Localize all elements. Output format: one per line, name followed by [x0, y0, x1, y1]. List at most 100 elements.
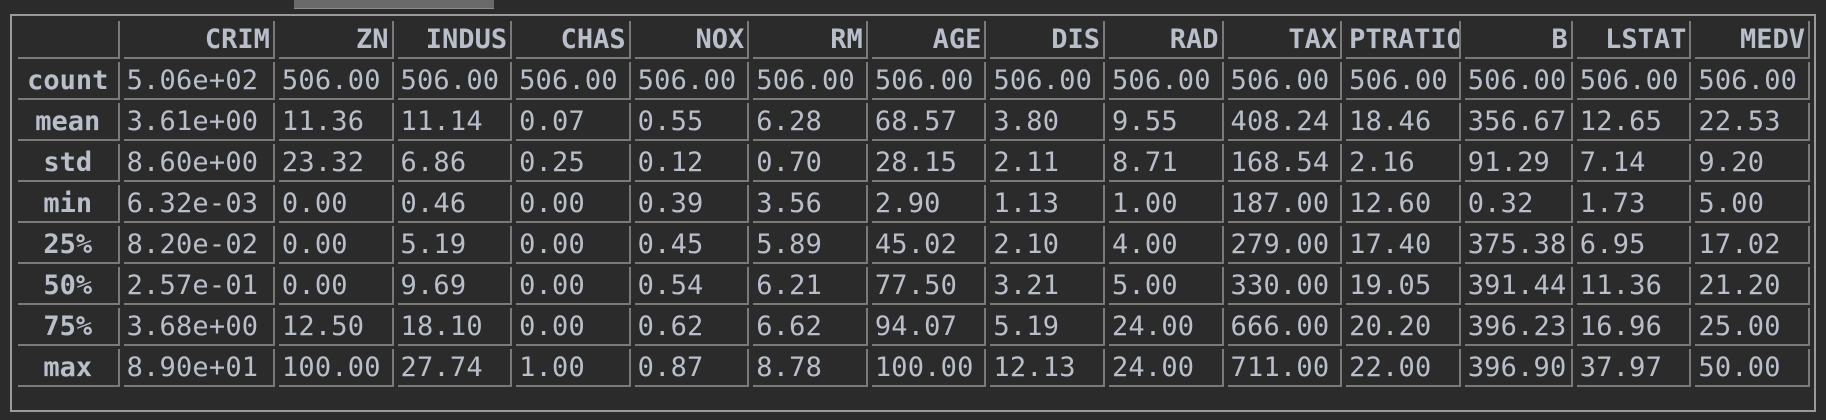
describe-table-frame: CRIM ZN INDUS CHAS NOX RM AGE DIS RAD TAX PTRATIO B… — [10, 14, 1816, 412]
table-cell: 0.00 — [516, 267, 631, 305]
table-cell: 3.61e+00 — [123, 103, 275, 141]
table-cell: 8.60e+00 — [123, 144, 275, 182]
table-row: std 8.60e+00 23.32 6.86 0.25 0.12 0.70 28.15 2.1… — [18, 144, 1810, 182]
table-cell: 0.00 — [516, 226, 631, 264]
table-cell: 24.00 — [1108, 349, 1224, 387]
table-cell: 18.46 — [1346, 103, 1461, 141]
table-cell: 100.00 — [871, 349, 987, 387]
header-row: CRIM ZN INDUS CHAS NOX RM AGE DIS RAD TAX PTRATIO B… — [18, 21, 1810, 59]
table-cell: 21.20 — [1695, 267, 1810, 305]
table-cell: 1.00 — [1108, 185, 1224, 223]
table-cell: 506.00 — [278, 62, 394, 100]
table-cell: 279.00 — [1227, 226, 1343, 264]
table-cell: 3.21 — [990, 267, 1105, 305]
table-cell: 20.20 — [1346, 308, 1461, 346]
table-cell: 24.00 — [1108, 308, 1224, 346]
table-cell: 17.02 — [1695, 226, 1810, 264]
table-cell: 12.60 — [1346, 185, 1461, 223]
table-cell: 506.00 — [753, 62, 868, 100]
row-label: max — [18, 349, 120, 387]
table-cell: 6.28 — [753, 103, 868, 141]
row-label: std — [18, 144, 120, 182]
column-header-zn: ZN — [278, 21, 394, 59]
table-cell: 6.86 — [397, 144, 513, 182]
table-cell: 0.55 — [634, 103, 750, 141]
table-cell: 2.11 — [990, 144, 1105, 182]
table-cell: 3.56 — [753, 185, 868, 223]
table-cell: 375.38 — [1464, 226, 1573, 264]
table-row: count 5.06e+02 506.00 506.00 506.00 506.00 506… — [18, 62, 1810, 100]
toolbar-tab-stub — [294, 0, 494, 9]
table-cell: 16.96 — [1576, 308, 1692, 346]
row-label: 50% — [18, 267, 120, 305]
table-cell: 666.00 — [1227, 308, 1343, 346]
column-header-tax: TAX — [1227, 21, 1343, 59]
table-cell: 19.05 — [1346, 267, 1461, 305]
table-cell: 1.73 — [1576, 185, 1692, 223]
table-cell: 391.44 — [1464, 267, 1573, 305]
table-cell: 506.00 — [1576, 62, 1692, 100]
column-header-indus: INDUS — [397, 21, 513, 59]
table-row: min 6.32e-03 0.00 0.46 0.00 0.39 3.56 2.90 1.13 1… — [18, 185, 1810, 223]
table-cell: 11.14 — [397, 103, 513, 141]
describe-table: CRIM ZN INDUS CHAS NOX RM AGE DIS RAD TAX PTRATIO B… — [14, 18, 1814, 390]
table-cell: 8.20e-02 — [123, 226, 275, 264]
table-cell: 12.65 — [1576, 103, 1692, 141]
table-cell: 0.07 — [516, 103, 631, 141]
table-cell: 8.90e+01 — [123, 349, 275, 387]
column-header-nox: NOX — [634, 21, 750, 59]
table-cell: 506.00 — [1108, 62, 1224, 100]
table-cell: 506.00 — [634, 62, 750, 100]
row-label: count — [18, 62, 120, 100]
table-cell: 4.00 — [1108, 226, 1224, 264]
table-cell: 1.13 — [990, 185, 1105, 223]
table-cell: 0.25 — [516, 144, 631, 182]
table-cell: 0.00 — [278, 226, 394, 264]
table-cell: 506.00 — [516, 62, 631, 100]
table-cell: 6.95 — [1576, 226, 1692, 264]
row-label: 75% — [18, 308, 120, 346]
table-cell: 12.13 — [990, 349, 1105, 387]
table-cell: 8.71 — [1108, 144, 1224, 182]
table-row: 75% 3.68e+00 12.50 18.10 0.00 0.62 6.62 94.07 5.… — [18, 308, 1810, 346]
table-cell: 408.24 — [1227, 103, 1343, 141]
table-cell: 506.00 — [1464, 62, 1573, 100]
table-cell: 77.50 — [871, 267, 987, 305]
row-label: mean — [18, 103, 120, 141]
table-cell: 6.32e-03 — [123, 185, 275, 223]
table-cell: 0.70 — [753, 144, 868, 182]
table-cell: 5.19 — [397, 226, 513, 264]
table-cell: 506.00 — [1227, 62, 1343, 100]
table-row: max 8.90e+01 100.00 27.74 1.00 0.87 8.78 100.00… — [18, 349, 1810, 387]
table-cell: 506.00 — [990, 62, 1105, 100]
table-cell: 168.54 — [1227, 144, 1343, 182]
table-cell: 0.87 — [634, 349, 750, 387]
table-cell: 506.00 — [397, 62, 513, 100]
table-cell: 5.89 — [753, 226, 868, 264]
table-cell: 9.55 — [1108, 103, 1224, 141]
column-header-medv: MEDV — [1695, 21, 1810, 59]
table-cell: 711.00 — [1227, 349, 1343, 387]
table-cell: 0.39 — [634, 185, 750, 223]
table-cell: 330.00 — [1227, 267, 1343, 305]
table-cell: 5.00 — [1108, 267, 1224, 305]
table-cell: 0.45 — [634, 226, 750, 264]
table-cell: 0.32 — [1464, 185, 1573, 223]
table-cell: 3.80 — [990, 103, 1105, 141]
table-cell: 8.78 — [753, 349, 868, 387]
table-row: 25% 8.20e-02 0.00 5.19 0.00 0.45 5.89 45.02 2.10… — [18, 226, 1810, 264]
table-cell: 0.00 — [516, 185, 631, 223]
table-cell: 50.00 — [1695, 349, 1810, 387]
table-row: 50% 2.57e-01 0.00 9.69 0.00 0.54 6.21 77.50 3.21… — [18, 267, 1810, 305]
index-header — [18, 21, 120, 59]
table-cell: 6.62 — [753, 308, 868, 346]
table-cell: 2.90 — [871, 185, 987, 223]
table-cell: 356.67 — [1464, 103, 1573, 141]
table-cell: 94.07 — [871, 308, 987, 346]
table-cell: 506.00 — [1695, 62, 1810, 100]
column-header-chas: CHAS — [516, 21, 631, 59]
table-cell: 23.32 — [278, 144, 394, 182]
table-cell: 25.00 — [1695, 308, 1810, 346]
table-body: count 5.06e+02 506.00 506.00 506.00 506.00 506… — [18, 62, 1810, 387]
table-cell: 2.16 — [1346, 144, 1461, 182]
